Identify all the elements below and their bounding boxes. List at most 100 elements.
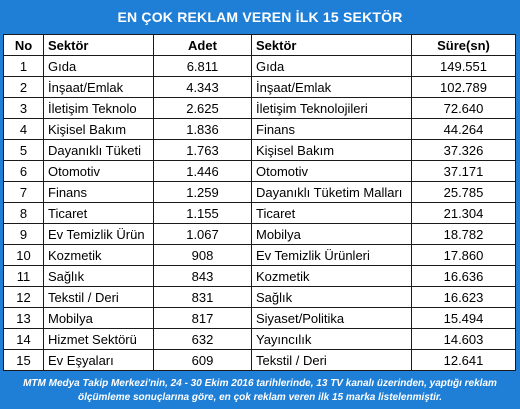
cell-no: 9 xyxy=(3,223,44,245)
cell-sektor: Mobilya xyxy=(43,307,154,329)
cell-sure: 15.494 xyxy=(411,307,516,329)
cell-no: 6 xyxy=(3,160,44,182)
cell-sektor-sure: Sağlık xyxy=(251,286,412,308)
cell-sektor-sure: Kozmetik xyxy=(251,265,412,287)
cell-no: 10 xyxy=(3,244,44,266)
cell-adet: 2.625 xyxy=(153,97,252,119)
cell-sektor: Tekstil / Deri xyxy=(43,286,154,308)
cell-sektor-sure: Ticaret xyxy=(251,202,412,224)
cell-adet: 1.446 xyxy=(153,160,252,182)
cell-sure: 16.623 xyxy=(411,286,516,308)
cell-adet: 843 xyxy=(153,265,252,287)
table-row: 11 Sağlık 843 Kozmetik 16.636 xyxy=(3,265,516,287)
cell-adet: 6.811 xyxy=(153,55,252,77)
table-row: 14 Hizmet Sektörü 632 Yayıncılık 14.603 xyxy=(3,328,516,350)
footer-line-2: ölçümleme sonuçlarına göre, en çok rekla… xyxy=(77,392,443,403)
cell-sektor-sure: Ev Temizlik Ürünleri xyxy=(251,244,412,266)
cell-sure: 17.860 xyxy=(411,244,516,266)
cell-sure: 102.789 xyxy=(411,76,516,98)
cell-sektor: Ev Temizlik Ürün xyxy=(43,223,154,245)
cell-no: 15 xyxy=(3,349,44,371)
cell-sektor: Dayanıklı Tüketi xyxy=(43,139,154,161)
cell-sure: 37.326 xyxy=(411,139,516,161)
cell-adet: 632 xyxy=(153,328,252,350)
table-row: 4 Kişisel Bakım 1.836 Finans 44.264 xyxy=(3,118,516,140)
cell-no: 14 xyxy=(3,328,44,350)
cell-sektor-sure: Yayıncılık xyxy=(251,328,412,350)
page-title: EN ÇOK REKLAM VEREN İLK 15 SEKTÖR xyxy=(117,9,403,25)
table-row: 7 Finans 1.259 Dayanıklı Tüketim Malları 25.… xyxy=(3,181,516,203)
cell-sektor: Otomotiv xyxy=(43,160,154,182)
cell-sektor-sure: İnşaat/Emlak xyxy=(251,76,412,98)
cell-sektor: Sağlık xyxy=(43,265,154,287)
cell-no: 4 xyxy=(3,118,44,140)
table-row: 12 Tekstil / Deri 831 Sağlık 16.623 xyxy=(3,286,516,308)
cell-no: 2 xyxy=(3,76,44,98)
cell-adet: 817 xyxy=(153,307,252,329)
cell-no: 8 xyxy=(3,202,44,224)
cell-sektor: Gıda xyxy=(43,55,154,77)
cell-sektor: Ticaret xyxy=(43,202,154,224)
cell-sure: 37.171 xyxy=(411,160,516,182)
header-no: No xyxy=(3,34,44,56)
cell-adet: 1.155 xyxy=(153,202,252,224)
cell-sektor-sure: Otomotiv xyxy=(251,160,412,182)
table-row: 13 Mobilya 817 Siyaset/Politika 15.494 xyxy=(3,307,516,329)
cell-no: 7 xyxy=(3,181,44,203)
cell-sure: 18.782 xyxy=(411,223,516,245)
cell-sure: 72.640 xyxy=(411,97,516,119)
footer-note: MTM Medya Takip Merkezi'nin, 24 - 30 Eki… xyxy=(0,373,520,409)
header-sektor-sure: Sektör xyxy=(251,34,412,56)
table-row: 9 Ev Temizlik Ürün 1.067 Mobilya 18.782 xyxy=(3,223,516,245)
cell-no: 11 xyxy=(3,265,44,287)
cell-adet: 831 xyxy=(153,286,252,308)
cell-sure: 16.636 xyxy=(411,265,516,287)
cell-sure: 149.551 xyxy=(411,55,516,77)
cell-sektor-sure: İletişim Teknolojileri xyxy=(251,97,412,119)
cell-sektor: İnşaat/Emlak xyxy=(43,76,154,98)
ranking-table: No Sektör Adet Sektör Süre(sn) 1 Gıda 6.81… xyxy=(3,34,516,371)
cell-no: 12 xyxy=(3,286,44,308)
cell-sektor-sure: Dayanıklı Tüketim Malları xyxy=(251,181,412,203)
cell-adet: 609 xyxy=(153,349,252,371)
cell-sektor: Hizmet Sektörü xyxy=(43,328,154,350)
cell-no: 13 xyxy=(3,307,44,329)
table-row: 6 Otomotiv 1.446 Otomotiv 37.171 xyxy=(3,160,516,182)
cell-adet: 908 xyxy=(153,244,252,266)
cell-no: 1 xyxy=(3,55,44,77)
cell-sure: 25.785 xyxy=(411,181,516,203)
table-row: 3 İletişim Teknolo 2.625 İletişim Teknoloji… xyxy=(3,97,516,119)
table-row: 15 Ev Eşyaları 609 Tekstil / Deri 12.641 xyxy=(3,349,516,371)
cell-sektor: Finans xyxy=(43,181,154,203)
table-row: 5 Dayanıklı Tüketi 1.763 Kişisel Bakım 37.32… xyxy=(3,139,516,161)
table-row: 1 Gıda 6.811 Gıda 149.551 xyxy=(3,55,516,77)
cell-sektor-sure: Gıda xyxy=(251,55,412,77)
cell-adet: 1.836 xyxy=(153,118,252,140)
cell-sektor: Kozmetik xyxy=(43,244,154,266)
table-row: 2 İnşaat/Emlak 4.343 İnşaat/Emlak 102.789 xyxy=(3,76,516,98)
cell-sektor-sure: Mobilya xyxy=(251,223,412,245)
cell-sektor-sure: Siyaset/Politika xyxy=(251,307,412,329)
cell-adet: 1.067 xyxy=(153,223,252,245)
cell-sektor: İletişim Teknolo xyxy=(43,97,154,119)
footer-line-1: MTM Medya Takip Merkezi'nin, 24 - 30 Eki… xyxy=(23,378,497,389)
header-sektor: Sektör xyxy=(43,34,154,56)
cell-adet: 4.343 xyxy=(153,76,252,98)
cell-sektor-sure: Finans xyxy=(251,118,412,140)
cell-sure: 14.603 xyxy=(411,328,516,350)
header-adet: Adet xyxy=(153,34,252,56)
cell-no: 3 xyxy=(3,97,44,119)
cell-sektor: Ev Eşyaları xyxy=(43,349,154,371)
cell-sure: 21.304 xyxy=(411,202,516,224)
table-header-row: No Sektör Adet Sektör Süre(sn) xyxy=(3,34,516,56)
cell-sure: 12.641 xyxy=(411,349,516,371)
cell-sektor-sure: Kişisel Bakım xyxy=(251,139,412,161)
table-row: 10 Kozmetik 908 Ev Temizlik Ürünleri 17.860 xyxy=(3,244,516,266)
table-row: 8 Ticaret 1.155 Ticaret 21.304 xyxy=(3,202,516,224)
cell-no: 5 xyxy=(3,139,44,161)
header-sure: Süre(sn) xyxy=(411,34,516,56)
cell-adet: 1.763 xyxy=(153,139,252,161)
cell-sektor: Kişisel Bakım xyxy=(43,118,154,140)
cell-sektor-sure: Tekstil / Deri xyxy=(251,349,412,371)
cell-sure: 44.264 xyxy=(411,118,516,140)
